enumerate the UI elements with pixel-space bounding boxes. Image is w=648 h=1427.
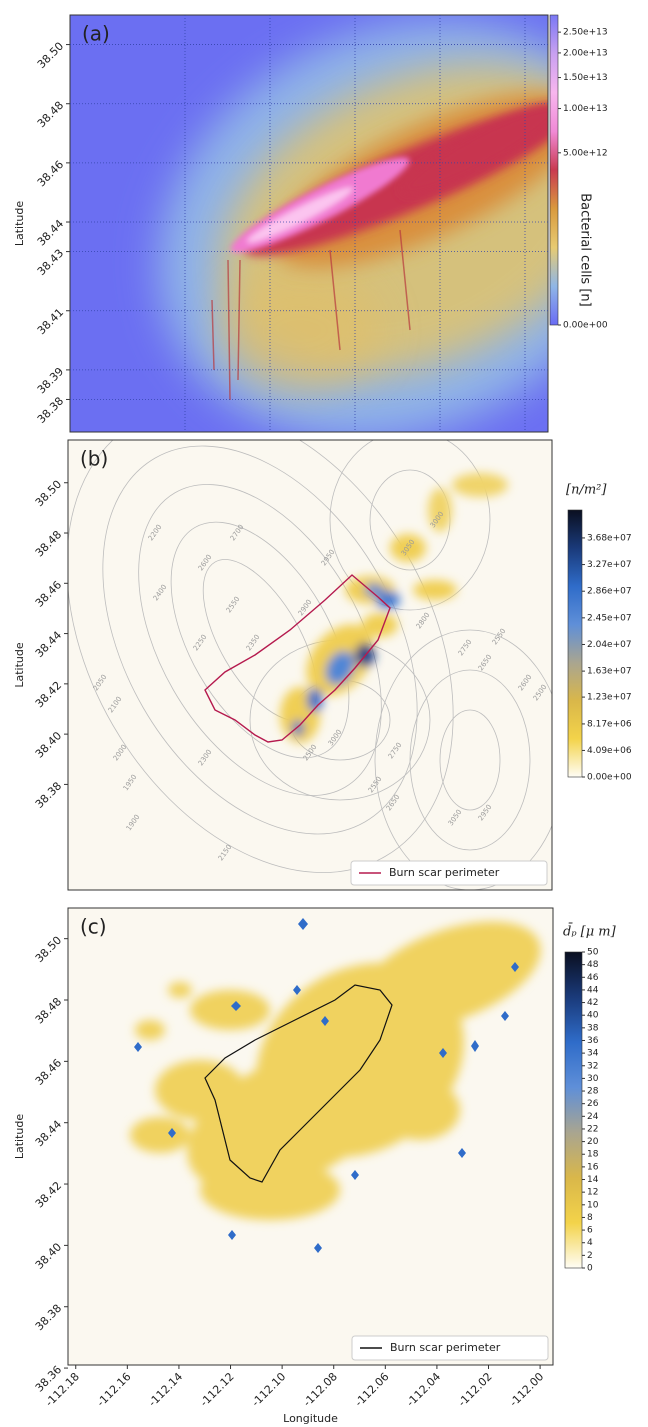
- figure: (a)Latitude38.5038.4838.4638.4438.4338.4…: [0, 0, 648, 1427]
- colorbar-tick-label: 42: [587, 998, 598, 1008]
- y-tick-label: 38.44: [33, 629, 64, 660]
- y-tick-label: 38.38: [33, 779, 64, 810]
- colorbar-tick-label: 12: [587, 1188, 598, 1198]
- colorbar-tick-label: 1.00e+13: [563, 104, 608, 114]
- colorbar-tick-label: 0.00e+00: [563, 321, 608, 331]
- y-tick-label: 38.42: [33, 1179, 64, 1210]
- y-tick-label: 38.38: [33, 1302, 64, 1333]
- colorbar: [568, 510, 582, 777]
- colorbar-tick-label: 46: [587, 973, 599, 983]
- x-tick-label: -112.16: [94, 1370, 133, 1409]
- colorbar-tick-label: 20: [587, 1137, 599, 1147]
- x-tick-label: -112.10: [249, 1370, 288, 1409]
- y-tick-label: 38.44: [33, 1118, 64, 1149]
- colorbar-tick-label: 32: [587, 1061, 598, 1071]
- colorbar-tick-label: 4.09e+06: [587, 746, 632, 756]
- y-tick-label: 38.50: [33, 478, 64, 509]
- colorbar-tick-label: 8.17e+06: [587, 719, 632, 729]
- y-tick-label: 38.48: [33, 995, 64, 1026]
- colorbar-tick-label: 16: [587, 1162, 599, 1172]
- y-tick-label: 38.46: [35, 158, 66, 189]
- x-tick-label: -112.06: [352, 1370, 391, 1409]
- x-tick-label: -112.08: [301, 1370, 340, 1409]
- y-tick-label: 38.48: [35, 99, 66, 130]
- y-tick-label: 38.48: [33, 528, 64, 559]
- y-tick-label: 38.43: [35, 247, 66, 278]
- panel-label: (a): [82, 22, 110, 46]
- colorbar-tick-label: 10: [587, 1200, 599, 1210]
- colorbar-tick-label: 26: [587, 1099, 599, 1109]
- colorbar-tick-label: 6: [587, 1226, 593, 1236]
- colorbar-tick-label: 1.63e+07: [587, 667, 632, 677]
- colorbar-tick-label: 24: [587, 1112, 599, 1122]
- colorbar-tick-label: 2.45e+07: [587, 613, 632, 623]
- colorbar-tick-label: 2.04e+07: [587, 640, 632, 650]
- colorbar-tick-label: 30: [587, 1074, 599, 1084]
- colorbar-tick-label: 3.68e+07: [587, 533, 632, 543]
- colorbar-tick-label: 18: [587, 1150, 599, 1160]
- panel-label: (b): [80, 447, 108, 471]
- y-tick-label: 38.46: [33, 1056, 64, 1087]
- y-tick-label: 38.40: [33, 729, 64, 760]
- y-tick-label: 38.50: [33, 934, 64, 965]
- x-tick-label: -112.04: [404, 1370, 443, 1409]
- y-tick-label: 38.42: [33, 679, 64, 710]
- x-tick-label: -112.00: [507, 1370, 546, 1409]
- legend-label: Burn scar perimeter: [390, 1341, 501, 1354]
- colorbar-tick-label: 48: [587, 960, 599, 970]
- colorbar-tick-label: 28: [587, 1087, 599, 1097]
- colorbar-tick-label: 4: [587, 1238, 593, 1248]
- colorbar-tick-label: 40: [587, 1011, 599, 1021]
- y-tick-label: 38.50: [35, 40, 66, 71]
- colorbar-tick-label: 1.50e+13: [563, 73, 608, 83]
- y-tick-label: 38.46: [33, 578, 64, 609]
- y-tick-label: 38.39: [35, 365, 66, 396]
- x-tick-label: -112.14: [146, 1370, 185, 1409]
- panel-label: (c): [80, 915, 107, 939]
- x-axis-title: Longitude: [283, 1412, 338, 1425]
- colorbar: [565, 952, 582, 1268]
- legend-label: Burn scar perimeter: [389, 866, 500, 879]
- colorbar: [550, 15, 558, 325]
- colorbar-tick-label: 22: [587, 1124, 598, 1134]
- colorbar-label: Bacterial cells [n]: [578, 193, 593, 306]
- colorbar-tick-label: 1.23e+07: [587, 693, 632, 703]
- colorbar-tick-label: 0: [587, 1264, 593, 1274]
- colorbar-tick-label: 38: [587, 1023, 599, 1033]
- y-axis-title: Latitude: [13, 201, 26, 247]
- colorbar-tick-label: 2.50e+13: [563, 28, 608, 38]
- y-axis-title: Latitude: [13, 1114, 26, 1160]
- heatmap-image: [70, 0, 648, 517]
- y-tick-label: 38.41: [35, 306, 66, 337]
- colorbar-tick-label: 2.86e+07: [587, 587, 632, 597]
- colorbar-tick-label: 5.00e+12: [563, 148, 608, 158]
- colorbar-tick-label: 34: [587, 1049, 599, 1059]
- y-axis-title: Latitude: [13, 642, 26, 688]
- y-tick-label: 38.44: [35, 217, 66, 248]
- y-tick-label: 38.38: [35, 395, 66, 426]
- colorbar-tick-label: 2.00e+13: [563, 48, 608, 58]
- x-tick-label: -112.12: [198, 1370, 237, 1409]
- colorbar-tick-label: 2: [587, 1251, 593, 1261]
- x-tick-label: -112.02: [456, 1370, 495, 1409]
- colorbar-tick-label: 50: [587, 948, 599, 958]
- colorbar-tick-label: 44: [587, 985, 599, 995]
- colorbar-title: d̄ₚ [μ m]: [563, 923, 617, 940]
- colorbar-tick-label: 8: [587, 1213, 593, 1223]
- colorbar-tick-label: 14: [587, 1175, 599, 1185]
- colorbar-title: [n/m²]: [566, 483, 607, 498]
- colorbar-tick-label: 3.27e+07: [587, 560, 632, 570]
- colorbar-tick-label: 36: [587, 1036, 599, 1046]
- y-tick-label: 38.40: [33, 1240, 64, 1271]
- colorbar-tick-label: 0.00e+00: [587, 773, 632, 783]
- heatmap-image: [68, 900, 555, 1365]
